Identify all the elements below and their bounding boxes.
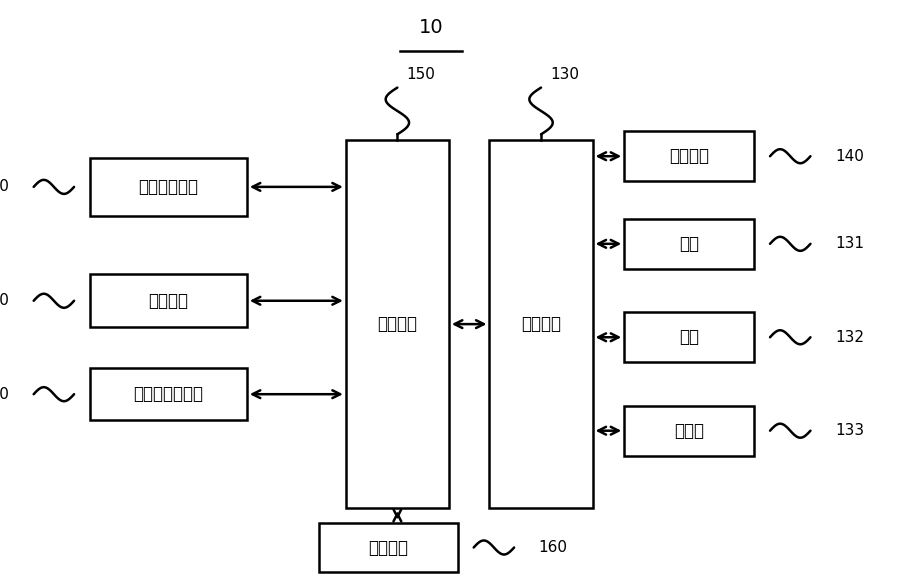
FancyBboxPatch shape — [489, 140, 593, 508]
Text: 132: 132 — [835, 330, 864, 345]
FancyBboxPatch shape — [624, 406, 754, 456]
Text: 处理单元: 处理单元 — [377, 315, 418, 333]
Text: 导向轮: 导向轮 — [674, 422, 704, 440]
FancyBboxPatch shape — [624, 131, 754, 181]
FancyBboxPatch shape — [346, 140, 449, 508]
Text: 170: 170 — [0, 387, 9, 402]
FancyBboxPatch shape — [90, 368, 247, 420]
Text: 140: 140 — [835, 149, 864, 164]
Text: 清扫单元: 清扫单元 — [669, 147, 709, 165]
Text: 133: 133 — [835, 423, 864, 438]
Text: 150: 150 — [406, 67, 436, 82]
Text: 障碍物检测单元: 障碍物检测单元 — [134, 385, 203, 403]
FancyBboxPatch shape — [90, 274, 247, 327]
Text: 130: 130 — [550, 67, 579, 82]
Text: 120: 120 — [0, 293, 9, 308]
Text: 左轮: 左轮 — [679, 235, 700, 253]
Text: 图像采集单元: 图像采集单元 — [138, 178, 198, 196]
Text: 电池单元: 电池单元 — [148, 292, 189, 310]
Text: 存储单元: 存储单元 — [368, 538, 409, 557]
FancyBboxPatch shape — [624, 219, 754, 269]
Text: 131: 131 — [835, 237, 864, 251]
FancyBboxPatch shape — [319, 523, 458, 572]
Text: 110: 110 — [0, 179, 9, 194]
Text: 10: 10 — [418, 18, 444, 37]
FancyBboxPatch shape — [624, 312, 754, 362]
Text: 驱动单元: 驱动单元 — [521, 315, 561, 333]
FancyBboxPatch shape — [90, 158, 247, 216]
Text: 160: 160 — [539, 540, 568, 555]
Text: 右轮: 右轮 — [679, 328, 700, 346]
